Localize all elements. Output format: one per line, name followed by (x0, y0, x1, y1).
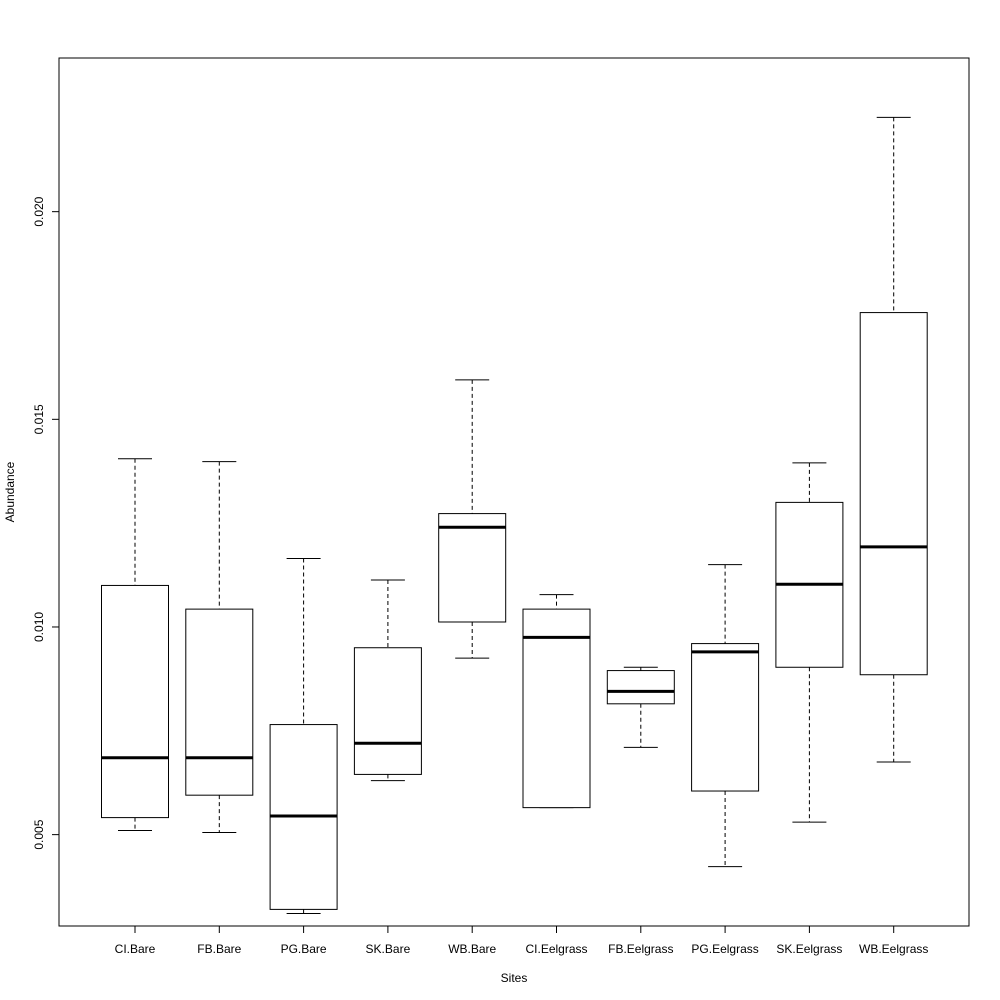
box-group (353, 579, 422, 782)
x-tick-label: CI.Eelgrass (525, 942, 587, 956)
x-tick-label: FB.Bare (197, 942, 241, 956)
box-group (606, 666, 675, 748)
boxes-layer (101, 116, 928, 915)
box-group (101, 458, 169, 831)
x-tick-label: SK.Eelgrass (776, 942, 842, 956)
y-tick-label: 0.020 (32, 196, 46, 226)
box-iqr (606, 670, 675, 705)
box-iqr (438, 513, 507, 623)
x-tick-label: WB.Eelgrass (859, 942, 928, 956)
box-iqr (522, 608, 591, 809)
box-group (691, 564, 760, 868)
x-tick-label: SK.Bare (366, 942, 411, 956)
x-tick-label: PG.Bare (281, 942, 327, 956)
box-iqr (185, 608, 254, 796)
box-group (185, 461, 254, 834)
box-group (775, 462, 844, 823)
box-group (522, 594, 591, 809)
x-axis-label: Sites (501, 971, 528, 985)
y-tick-label: 0.015 (32, 404, 46, 434)
x-tick-label: CI.Bare (115, 942, 156, 956)
box-group (859, 116, 928, 763)
x-axis: CI.Bare FB.Bare PG.Bare SK.Bare WB.Bare CI.Ee… (115, 926, 928, 956)
x-tick-label: PG.Eelgrass (691, 942, 758, 956)
y-tick-label: 0.005 (32, 819, 46, 849)
y-axis: 0.005 0.010 0.015 0.020 (32, 196, 59, 850)
box-iqr (101, 584, 169, 819)
box-iqr (353, 647, 422, 775)
x-tick-label: FB.Eelgrass (608, 942, 673, 956)
x-tick-label: WB.Bare (448, 942, 496, 956)
box-group (438, 379, 507, 659)
box-iqr (859, 312, 928, 676)
box-group (269, 557, 338, 915)
box-iqr (691, 643, 760, 792)
y-axis-label: Abundance (3, 461, 17, 522)
y-tick-label: 0.010 (32, 612, 46, 642)
plot-frame (58, 57, 970, 927)
